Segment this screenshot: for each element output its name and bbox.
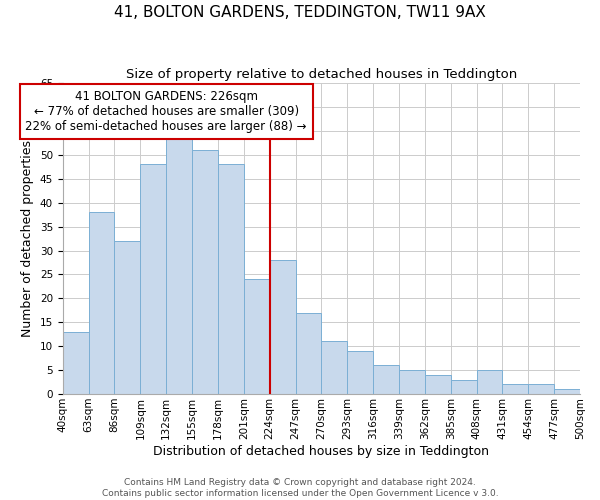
Text: 41 BOLTON GARDENS: 226sqm
← 77% of detached houses are smaller (309)
22% of semi: 41 BOLTON GARDENS: 226sqm ← 77% of detac… (25, 90, 307, 133)
Bar (476, 370, 502, 394)
Y-axis label: Number of detached properties: Number of detached properties (21, 140, 34, 337)
Bar (244, 279, 269, 394)
Bar (373, 366, 399, 394)
Bar (218, 164, 244, 394)
Bar (399, 370, 425, 394)
Bar (115, 241, 140, 394)
Bar (502, 384, 528, 394)
Bar (425, 375, 451, 394)
Bar (140, 164, 166, 394)
Text: Contains HM Land Registry data © Crown copyright and database right 2024.
Contai: Contains HM Land Registry data © Crown c… (101, 478, 499, 498)
Bar (528, 384, 554, 394)
Bar (192, 150, 218, 394)
Title: Size of property relative to detached houses in Teddington: Size of property relative to detached ho… (126, 68, 517, 80)
Bar (322, 342, 347, 394)
X-axis label: Distribution of detached houses by size in Teddington: Distribution of detached houses by size … (154, 444, 490, 458)
Bar (63, 332, 89, 394)
Bar (296, 312, 322, 394)
Text: 41, BOLTON GARDENS, TEDDINGTON, TW11 9AX: 41, BOLTON GARDENS, TEDDINGTON, TW11 9AX (114, 5, 486, 20)
Bar (451, 380, 476, 394)
Bar (89, 212, 115, 394)
Bar (166, 136, 192, 394)
Bar (269, 260, 296, 394)
Bar (554, 390, 580, 394)
Bar (347, 351, 373, 394)
